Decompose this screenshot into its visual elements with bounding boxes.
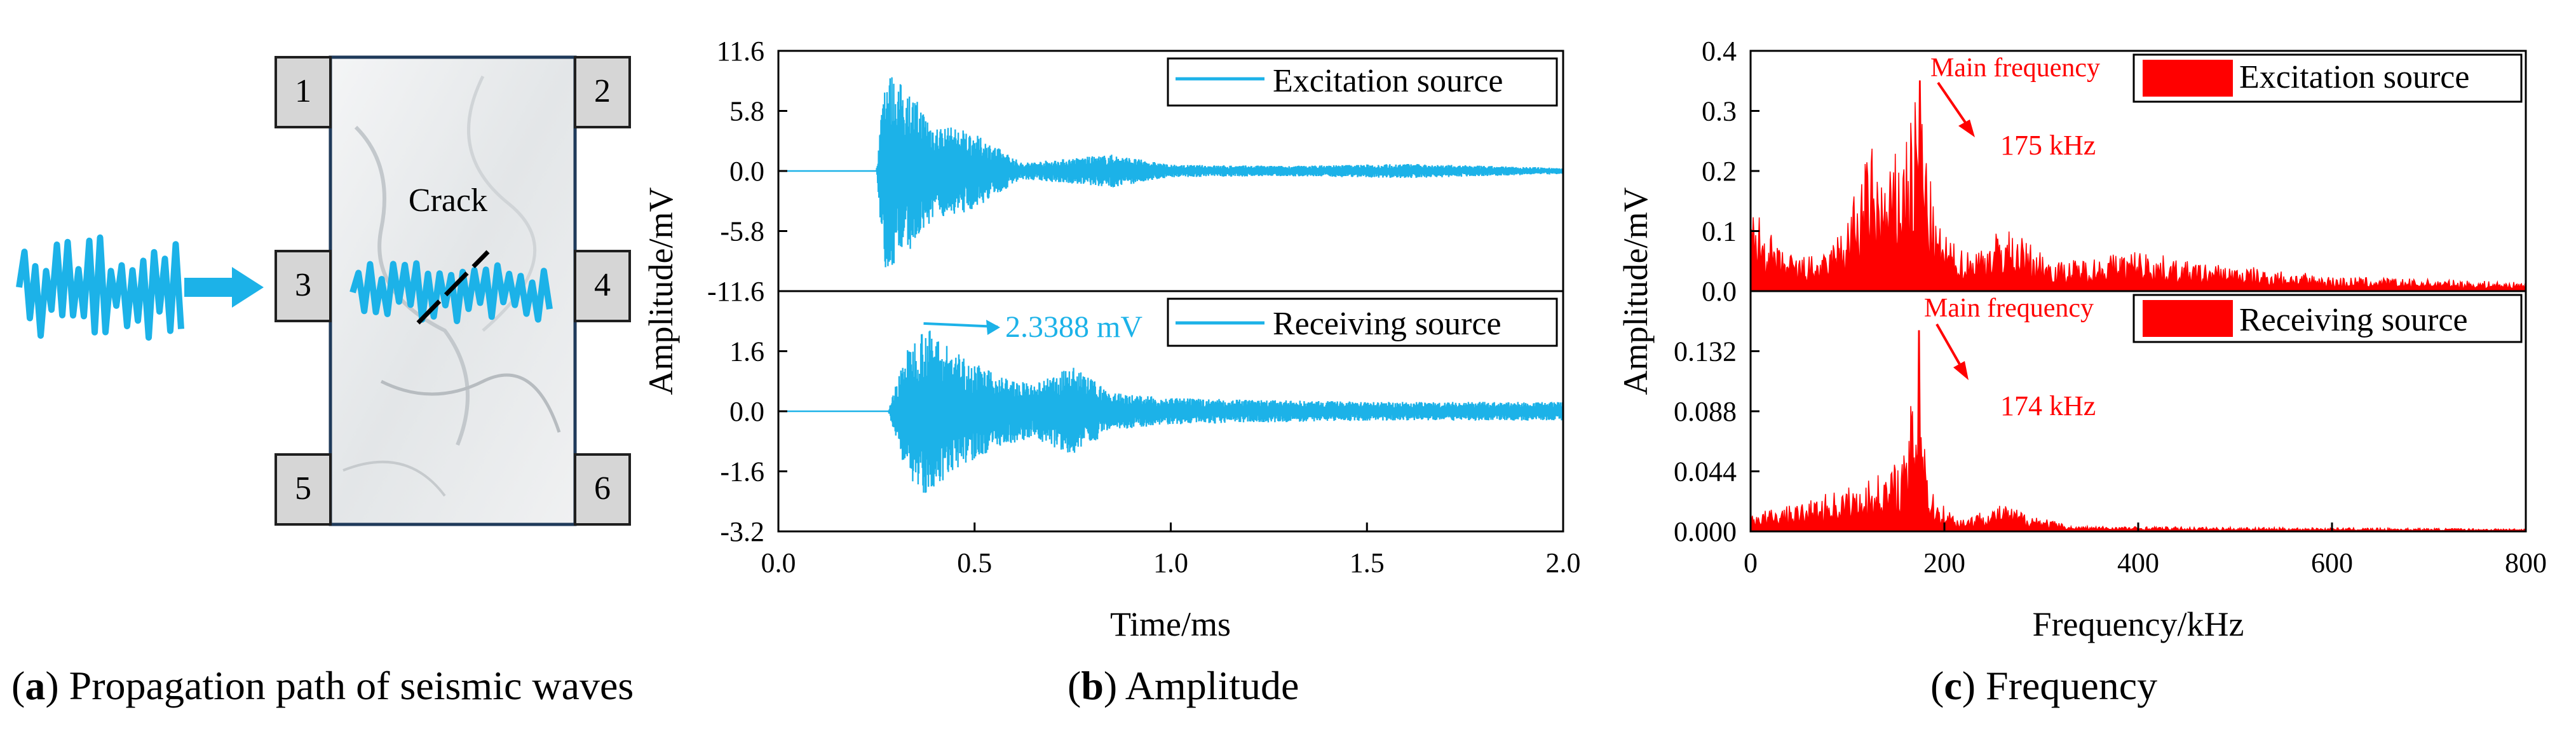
legend-label: Receiving source <box>2239 302 2468 338</box>
y-tick-label: 0.1 <box>1702 216 1737 247</box>
panel-a-propagation-diagram: 1 2 3 4 5 6 Crack <box>16 55 631 526</box>
x-ticks: 0.0 0.5 1.0 1.5 2.0 <box>761 523 1581 578</box>
legend-swatch <box>2143 60 2233 97</box>
receiving-spectrum-bars <box>1751 330 2526 531</box>
y-ticks-top: 11.6 5.8 0.0 -5.8 -11.6 <box>707 36 787 307</box>
legend-label: Excitation source <box>2239 59 2469 95</box>
arrow-icon <box>184 267 264 308</box>
crack-label: Crack <box>409 182 487 219</box>
x-tick-label: 0.5 <box>957 547 992 578</box>
x-tick-label: 2.0 <box>1546 547 1581 578</box>
legend-label: Receiving source <box>1273 306 1502 342</box>
sensor-box <box>275 250 332 322</box>
x-axis-label: Frequency/kHz <box>2033 605 2244 643</box>
x-tick-label: 1.0 <box>1153 547 1188 578</box>
y-tick-label: 0.0 <box>1702 276 1737 307</box>
sensor-label-2: 2 <box>594 73 611 109</box>
caption-letter: a <box>25 663 45 708</box>
sensor-box <box>574 250 631 322</box>
sensor-box <box>275 56 332 128</box>
y-tick-label: 11.6 <box>717 36 764 67</box>
sensor-label-1: 1 <box>295 73 311 109</box>
y-tick-label: 0.044 <box>1674 456 1737 488</box>
marble-vein <box>380 373 561 433</box>
y-tick-label: 0.4 <box>1702 36 1737 67</box>
arrow-icon <box>1953 361 1969 380</box>
x-tick-label: 600 <box>2311 547 2353 578</box>
main-frequency-label: Main frequency <box>1924 294 2094 323</box>
sensor-label-4: 4 <box>594 267 611 303</box>
x-tick-label: 0 <box>1744 547 1758 578</box>
sensor-box <box>275 453 332 526</box>
caption-letter: b <box>1081 663 1104 708</box>
transmitted-wave <box>349 260 553 324</box>
y-tick-label: 5.8 <box>729 96 764 127</box>
x-tick-label: 1.5 <box>1350 547 1385 578</box>
incident-wave <box>16 234 184 341</box>
x-tick-label: 400 <box>2117 547 2159 578</box>
x-tick-label: 200 <box>1923 547 1965 578</box>
caption-text: Amplitude <box>1117 663 1299 708</box>
sensor-label-5: 5 <box>295 470 311 507</box>
y-tick-label: 0.3 <box>1702 96 1737 127</box>
y-tick-label: 0.132 <box>1674 336 1737 367</box>
peak-annotation: 2.3388 mV <box>1005 310 1142 344</box>
panel-b-amplitude-chart: 11.65.80.0-5.8-11.6 1.60.0-1.6-3.2 0.0 0.… <box>642 36 1581 643</box>
y-tick-label: 0.0 <box>729 156 764 187</box>
caption-b: (b) Amplitude <box>1068 663 1299 708</box>
x-tick-label: 800 <box>2505 547 2547 578</box>
receiving-signal-line <box>778 331 1563 493</box>
caption-a: (a) Propagation path of seismic waves <box>11 663 634 708</box>
excitation-signal-line <box>778 77 1563 268</box>
caption-text: Frequency <box>1976 663 2157 708</box>
y-ticks-bottom: 0.132 0.088 0.044 0.000 <box>1674 336 1759 547</box>
sensor-box <box>574 56 631 128</box>
legend-label: Excitation source <box>1273 63 1503 99</box>
crack-line <box>416 250 490 325</box>
caption-c: (c) Frequency <box>1930 663 2157 708</box>
y-axis-label: Amplitude/mV <box>1617 188 1655 395</box>
y-axis-label: Amplitude/mV <box>642 188 680 395</box>
y-tick-label: -5.8 <box>720 216 764 247</box>
annotation-leader <box>923 322 998 328</box>
x-axis-label: Time/ms <box>1110 605 1231 643</box>
main-frequency-value: 175 kHz <box>2000 130 2096 161</box>
y-ticks-bottom: 1.6 0.0 -1.6 -3.2 <box>720 336 787 547</box>
arrow-icon <box>1958 120 1975 137</box>
sensor-label-3: 3 <box>295 267 311 303</box>
legend-swatch <box>2143 300 2233 337</box>
y-tick-label: 0.0 <box>729 396 764 427</box>
y-tick-label: 0.000 <box>1674 516 1737 547</box>
y-tick-label: 1.6 <box>729 336 764 367</box>
caption-text: Propagation path of seismic waves <box>59 663 634 708</box>
main-frequency-label: Main frequency <box>1930 53 2100 83</box>
x-ticks: 0 200 400 600 800 <box>1744 523 2547 578</box>
main-frequency-value: 174 kHz <box>2000 390 2096 421</box>
y-tick-label: -3.2 <box>720 516 764 547</box>
y-tick-label: 0.2 <box>1702 156 1737 187</box>
y-tick-label: 0.088 <box>1674 396 1737 427</box>
x-tick-label: 0.0 <box>761 547 796 578</box>
arrow-icon <box>986 320 1000 335</box>
annotation-leader <box>1937 81 1970 128</box>
panel-c-frequency-chart: 0.4 0.3 0.2 0.1 0.0 0.132 0.088 0.044 0.000 0 20… <box>1617 36 2547 643</box>
sensor-box <box>574 453 631 526</box>
marble-vein <box>342 460 446 497</box>
y-tick-label: -11.6 <box>707 276 764 307</box>
caption-letter: c <box>1944 663 1962 708</box>
y-tick-label: -1.6 <box>720 456 764 488</box>
excitation-spectrum-bars <box>1751 80 2526 291</box>
annotation-leader <box>1935 324 1963 369</box>
legend-box <box>1167 57 1558 107</box>
sensor-label-6: 6 <box>594 470 611 507</box>
y-ticks-top: 0.4 0.3 0.2 0.1 0.0 <box>1702 36 1759 307</box>
